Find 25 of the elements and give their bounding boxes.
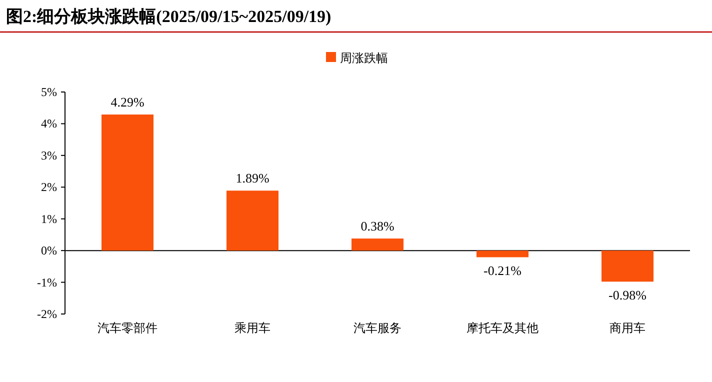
chart-title: 图2:细分板块涨跌幅(2025/09/15~2025/09/19) <box>6 7 332 26</box>
y-tick-label: 1% <box>41 212 57 226</box>
y-tick-label: 2% <box>41 180 57 194</box>
x-tick-label: 商用车 <box>610 321 646 335</box>
x-tick-label: 汽车零部件 <box>98 321 158 335</box>
bar <box>352 238 404 251</box>
x-tick-label: 汽车服务 <box>354 321 402 335</box>
data-label: 1.89% <box>236 170 270 186</box>
x-tick-label: 乘用车 <box>234 321 270 335</box>
x-tick-label: 摩托车及其他 <box>466 321 538 335</box>
data-label: -0.21% <box>484 263 522 278</box>
data-label: 4.29% <box>110 94 144 110</box>
y-tick-label: 0% <box>41 244 57 258</box>
legend-label: 周涨跌幅 <box>340 51 388 65</box>
y-tick-label: 3% <box>41 148 57 162</box>
y-tick-label: 5% <box>41 85 57 99</box>
bar <box>476 250 528 258</box>
data-label: 0.38% <box>360 218 394 234</box>
bar <box>602 250 654 282</box>
bar <box>226 190 278 251</box>
bar <box>102 114 154 251</box>
y-tick-label: -1% <box>37 275 57 290</box>
y-tick-label: 4% <box>41 116 57 131</box>
data-label: -0.98% <box>608 288 647 303</box>
y-tick-label: -2% <box>37 307 57 321</box>
